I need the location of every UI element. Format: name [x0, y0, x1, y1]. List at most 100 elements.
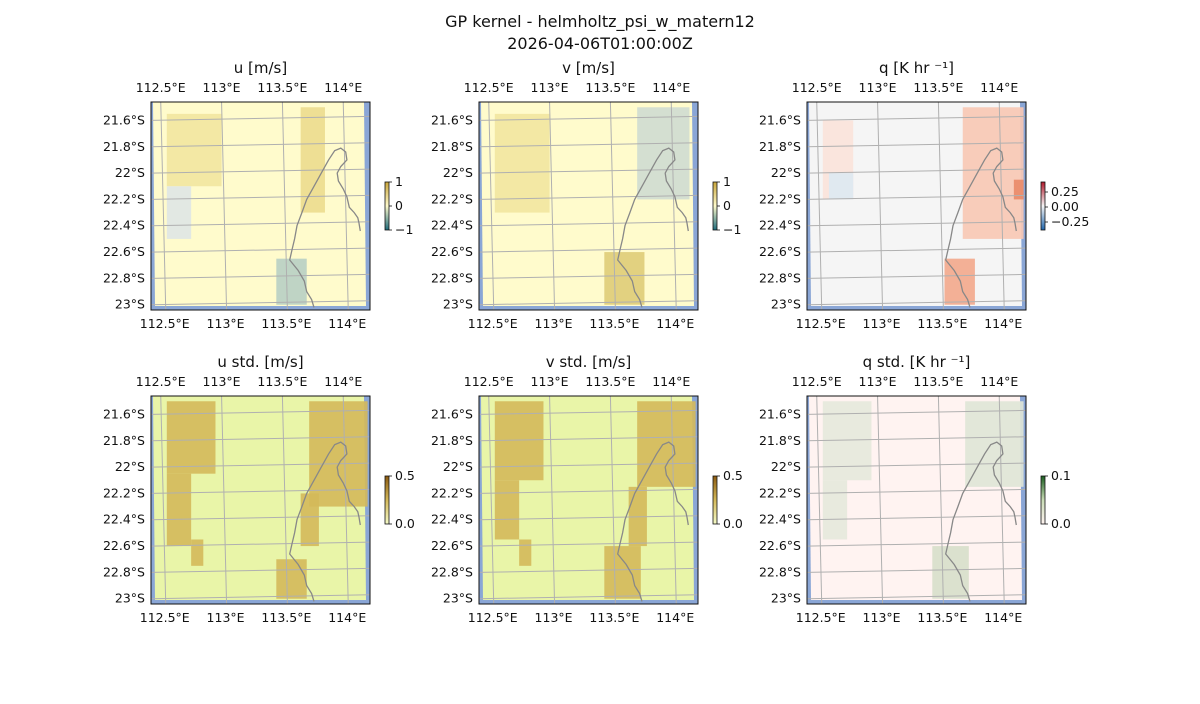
grid-parallel: [807, 462, 1026, 468]
x-tick-label-top: 112.5°E: [136, 80, 186, 95]
y-tick-label: 21.6°S: [103, 112, 145, 127]
y-tick-label: 21.6°S: [431, 112, 473, 127]
x-tick-label-bottom: 113°E: [207, 316, 245, 331]
panel-2: v [m/s]112.5°E112.5°E113°E113°E113.5°E11…: [431, 59, 741, 331]
grid-parallel: [151, 462, 370, 468]
coastline-south: [944, 249, 971, 308]
coastline: [619, 147, 689, 250]
y-tick-label: 22.8°S: [103, 564, 145, 579]
coastline: [291, 441, 361, 544]
x-tick-label-top: 113.5°E: [257, 374, 307, 389]
grid-parallel: [807, 142, 1026, 148]
x-tick-label-bottom: 113°E: [863, 610, 901, 625]
grid-parallel: [807, 194, 1026, 200]
data-patch: [191, 539, 204, 566]
colorbar: 0.1 0.0: [1040, 468, 1071, 531]
grid-meridian: [609, 396, 616, 604]
map-area: [807, 102, 1026, 310]
panel-title: u [m/s]: [234, 59, 287, 77]
colorbar-strip: [384, 475, 390, 525]
grid-meridian: [281, 102, 288, 310]
grid-meridian: [342, 396, 349, 604]
figure-title: GP kernel - helmholtz_psi_w_matern12: [445, 12, 755, 31]
x-tick-label-top: 113°E: [203, 374, 241, 389]
grid-parallel: [807, 488, 1026, 494]
x-tick-label-top: 113.5°E: [585, 374, 635, 389]
data-patch: [494, 113, 550, 213]
y-tick-label: 22.8°S: [103, 270, 145, 285]
grid-parallel: [807, 300, 1026, 306]
colorbar-strip: [712, 475, 718, 525]
grid-parallel: [151, 488, 370, 494]
grid-parallel: [807, 409, 1026, 415]
grid-meridian: [937, 396, 944, 604]
grid-parallel: [151, 273, 370, 279]
x-tick-label-bottom: 113°E: [863, 316, 901, 331]
coastline-south: [288, 543, 315, 602]
grid-meridian: [937, 102, 944, 310]
grid-parallel: [151, 300, 370, 306]
panel-title: v [m/s]: [562, 59, 615, 77]
axes-frame: [150, 101, 371, 311]
x-tick-label-top: 113.5°E: [257, 80, 307, 95]
grid-parallel: [479, 273, 698, 279]
y-tick-label: 22.6°S: [103, 538, 145, 553]
x-tick-label-bottom: 113°E: [207, 610, 245, 625]
y-tick-label: 22.8°S: [431, 564, 473, 579]
x-tick-label-bottom: 114°E: [656, 316, 694, 331]
x-tick-label-bottom: 112.5°E: [140, 316, 190, 331]
grid-meridian: [549, 396, 556, 604]
axes-frame: [478, 395, 699, 605]
colorbar-tick-label: −1: [395, 222, 413, 237]
x-tick-label-bottom: 112.5°E: [468, 316, 518, 331]
x-tick-label-bottom: 114°E: [984, 316, 1022, 331]
y-tick-label: 22.4°S: [759, 218, 801, 233]
y-tick-label: 22.2°S: [103, 485, 145, 500]
data-patch: [276, 258, 307, 305]
axes-frame: [478, 101, 699, 311]
colorbar-strip: [384, 181, 390, 231]
x-tick-label-top: 113°E: [859, 374, 897, 389]
y-tick-label: 22.6°S: [431, 538, 473, 553]
data-patch: [300, 107, 325, 213]
y-tick-label: 21.8°S: [103, 433, 145, 448]
grid-parallel: [479, 409, 698, 415]
y-tick-label: 23°S: [115, 591, 145, 606]
y-tick-label: 22.6°S: [103, 244, 145, 259]
y-tick-label: 21.8°S: [431, 139, 473, 154]
y-tick-label: 22.4°S: [103, 512, 145, 527]
colorbar-strip: [1040, 475, 1046, 525]
y-tick-label: 21.8°S: [759, 139, 801, 154]
panel-1: u [m/s]112.5°E112.5°E113°E113°E113.5°E11…: [103, 59, 413, 331]
data-patch: [276, 559, 307, 599]
panel-title: q [K hr ⁻¹]: [879, 59, 954, 77]
grid-parallel: [807, 567, 1026, 573]
x-tick-label-top: 113°E: [859, 80, 897, 95]
grid-parallel: [479, 515, 698, 521]
grid-meridian: [998, 396, 1005, 604]
figure-timestamp: 2026-04-06T01:00:00Z: [507, 34, 693, 53]
x-tick-label-top: 114°E: [980, 374, 1018, 389]
x-tick-label-bottom: 113.5°E: [917, 316, 967, 331]
grid-meridian: [160, 102, 167, 310]
coastline: [291, 147, 361, 250]
y-tick-label: 22.2°S: [759, 485, 801, 500]
grid-meridian: [549, 102, 556, 310]
y-tick-label: 22°S: [115, 165, 145, 180]
grid-parallel: [151, 142, 370, 148]
colorbar: 1 0 −1: [712, 174, 741, 237]
grid-meridian: [816, 102, 823, 310]
grid-parallel: [479, 221, 698, 227]
data-patch: [300, 493, 319, 547]
grid-parallel: [807, 247, 1026, 253]
grid-meridian: [877, 396, 884, 604]
y-tick-label: 21.6°S: [103, 406, 145, 421]
x-tick-label-bottom: 113°E: [535, 316, 573, 331]
x-tick-label-bottom: 114°E: [984, 610, 1022, 625]
coastline-south: [288, 249, 315, 308]
panel-title: q std. [K hr ⁻¹]: [863, 353, 971, 371]
grid-parallel: [151, 221, 370, 227]
grid-meridian: [221, 396, 228, 604]
panel-5: v std. [m/s] 112.5°E 112.5°E 113°E 113°E 113.…: [431, 353, 743, 625]
x-tick-label-bottom: 113.5°E: [261, 316, 311, 331]
